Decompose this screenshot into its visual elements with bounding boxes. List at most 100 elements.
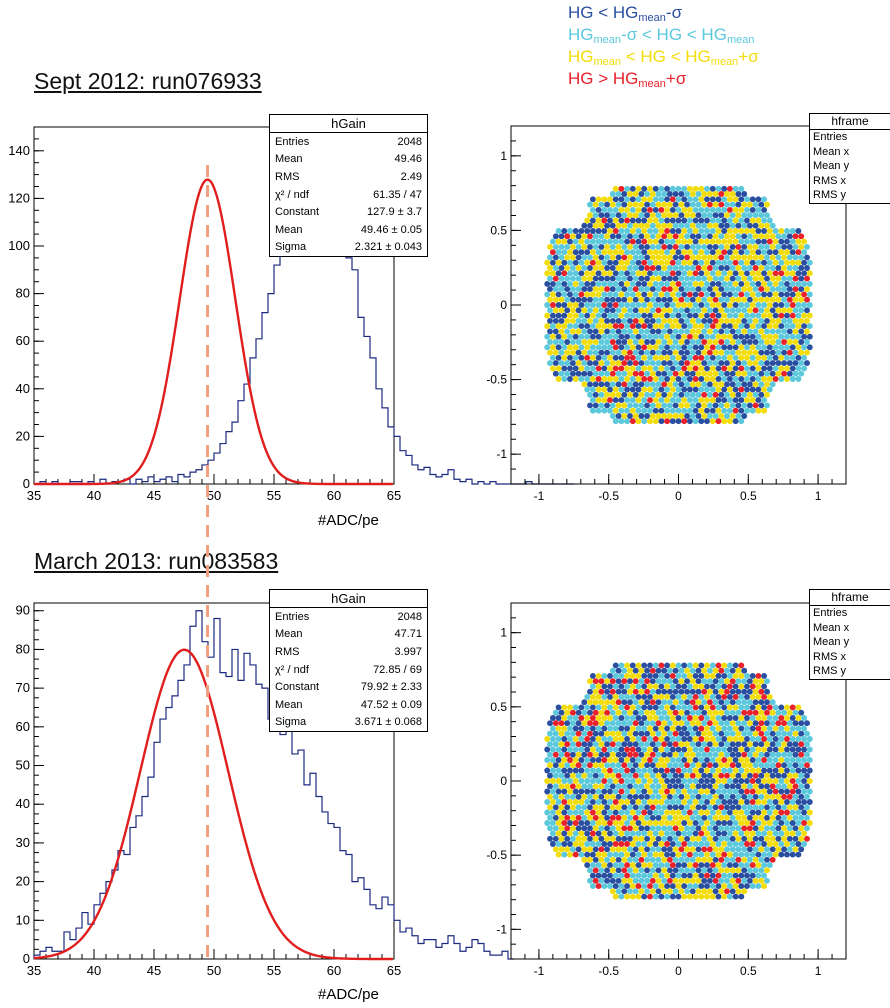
camera-pixel bbox=[772, 704, 779, 711]
camera-pixel bbox=[678, 888, 685, 895]
camera-pixel bbox=[701, 814, 708, 821]
camera-pixel bbox=[686, 746, 693, 753]
camera-pixel bbox=[621, 328, 628, 335]
camera-pixel bbox=[766, 862, 773, 869]
camera-pixel bbox=[749, 291, 756, 298]
camera-pixel bbox=[584, 725, 591, 732]
camera-pixel bbox=[761, 354, 768, 361]
camera-pixel bbox=[729, 286, 736, 293]
camera-pixel bbox=[632, 835, 639, 842]
camera-pixel bbox=[758, 846, 765, 853]
camera-pixel bbox=[775, 339, 782, 345]
camera-pixel bbox=[644, 254, 651, 261]
camera-pixel bbox=[721, 206, 728, 213]
camera-pixel bbox=[618, 788, 625, 795]
camera-pixel bbox=[569, 265, 576, 271]
camera-pixel bbox=[558, 825, 565, 832]
camera-pixel bbox=[712, 867, 719, 874]
camera-pixel bbox=[698, 228, 705, 234]
camera-pixel bbox=[601, 259, 608, 266]
camera-pixel bbox=[655, 888, 662, 895]
camera-pixel bbox=[592, 793, 599, 800]
camera-pixel bbox=[644, 846, 651, 853]
camera-pixel bbox=[689, 286, 696, 293]
camera-pixel bbox=[721, 799, 728, 805]
camera-pixel bbox=[746, 286, 753, 293]
camera-pixel bbox=[772, 238, 779, 245]
camera-pixel bbox=[584, 259, 591, 266]
camera-pixel bbox=[658, 376, 665, 382]
camera-pixel bbox=[652, 851, 659, 858]
camera-pixel bbox=[664, 693, 671, 700]
camera-pixel bbox=[729, 667, 736, 674]
camera-pixel bbox=[661, 772, 668, 779]
camera-pixel bbox=[766, 249, 773, 256]
camera-pixel bbox=[584, 746, 591, 753]
camera-pixel bbox=[641, 238, 648, 245]
camera-pixel bbox=[595, 280, 602, 287]
camera-pixel bbox=[769, 751, 776, 758]
camera-pixel bbox=[772, 746, 779, 753]
x-tick-label: 0.5 bbox=[740, 489, 757, 503]
camera-pixel bbox=[618, 196, 625, 203]
camera-pixel bbox=[695, 317, 702, 324]
camera-pixel bbox=[761, 841, 768, 847]
camera-pixel bbox=[598, 328, 605, 335]
camera-pixel bbox=[655, 825, 662, 832]
camera-pixel bbox=[752, 254, 759, 261]
camera-pixel bbox=[749, 312, 756, 319]
camera-pixel bbox=[666, 328, 673, 335]
camera-pixel bbox=[644, 667, 651, 674]
camera-pixel bbox=[661, 233, 668, 240]
camera-pixel bbox=[604, 814, 611, 821]
camera-pixel bbox=[572, 820, 579, 826]
camera-pixel bbox=[672, 741, 679, 748]
camera-pixel bbox=[718, 349, 725, 356]
camera-pixel bbox=[649, 783, 656, 790]
camera-pixel bbox=[549, 736, 556, 742]
camera-pixel bbox=[744, 365, 750, 372]
camera-pixel bbox=[732, 280, 739, 287]
camera-pixel bbox=[678, 413, 685, 419]
camera-pixel bbox=[601, 312, 608, 319]
camera-pixel bbox=[609, 835, 616, 842]
camera-pixel bbox=[601, 736, 608, 742]
camera-pixel bbox=[598, 233, 605, 240]
camera-pixel bbox=[615, 888, 622, 895]
camera-pixel bbox=[724, 888, 730, 895]
camera-pixel bbox=[598, 688, 605, 695]
camera-pixel bbox=[758, 307, 765, 314]
camera-pixel bbox=[598, 678, 605, 685]
camera-pixel bbox=[652, 196, 659, 203]
x-tick-label: 0.5 bbox=[740, 964, 757, 978]
camera-pixel bbox=[592, 254, 599, 261]
camera-pixel bbox=[664, 746, 671, 753]
camera-pixel bbox=[781, 265, 788, 271]
camera-pixel bbox=[581, 307, 588, 314]
camera-pixel bbox=[681, 206, 688, 213]
camera-pixel bbox=[701, 835, 708, 842]
camera-pixel bbox=[549, 312, 556, 319]
camera-pixel bbox=[732, 312, 739, 319]
camera-pixel bbox=[795, 323, 802, 330]
camera-pixel bbox=[641, 397, 648, 404]
camera-pixel bbox=[664, 704, 671, 711]
camera-pixel bbox=[604, 254, 611, 261]
camera-pixel bbox=[627, 402, 633, 409]
camera-pixel bbox=[744, 291, 750, 298]
camera-pixel bbox=[695, 699, 702, 706]
camera-pixel bbox=[572, 736, 579, 742]
camera-pixel bbox=[649, 286, 656, 293]
camera-pixel bbox=[698, 820, 705, 826]
camera-pixel bbox=[686, 693, 693, 700]
camera-pixel bbox=[601, 354, 608, 361]
camera-pixel bbox=[544, 757, 551, 763]
camera-pixel bbox=[647, 841, 653, 847]
camera-pixel bbox=[678, 667, 685, 674]
camera-pixel bbox=[669, 757, 676, 763]
camera-pixel bbox=[746, 751, 753, 758]
camera-pixel bbox=[641, 767, 648, 774]
camera-pixel bbox=[607, 872, 613, 879]
camera-pixel bbox=[795, 704, 802, 711]
camera-pixel bbox=[678, 402, 685, 409]
